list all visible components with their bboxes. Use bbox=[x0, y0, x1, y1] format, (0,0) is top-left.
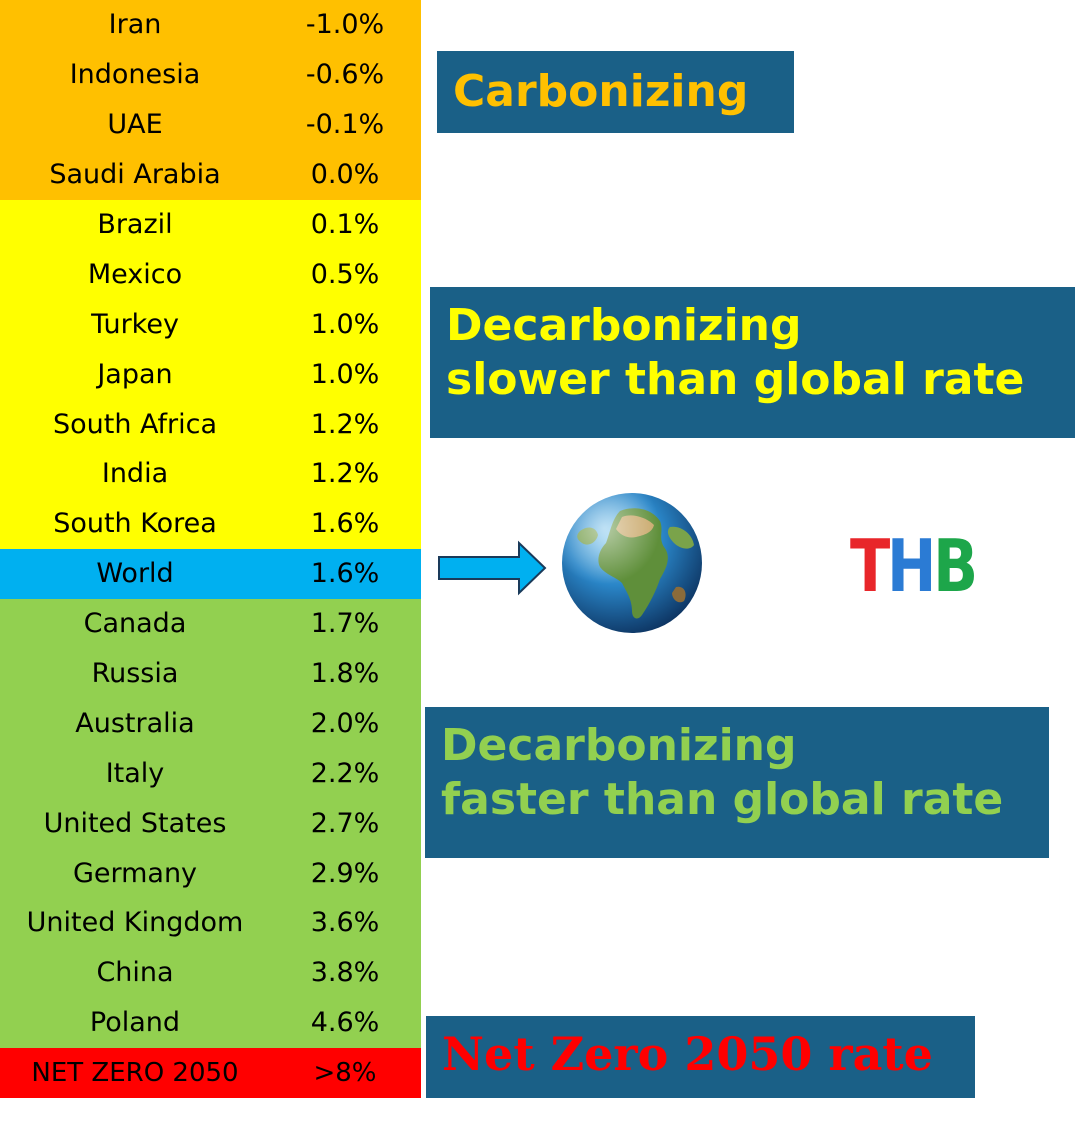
rate-value: 1.0% bbox=[310, 308, 380, 340]
faster-than-global-label: Decarbonizing faster than global rate bbox=[425, 707, 1049, 858]
rate-value: 2.0% bbox=[310, 707, 380, 739]
rate-value: 0.5% bbox=[310, 258, 380, 290]
logo-letter: T bbox=[850, 524, 890, 608]
table-row: Russia 1.8% bbox=[0, 648, 421, 699]
country-name: Germany bbox=[72, 857, 198, 889]
rate-value: 1.8% bbox=[310, 658, 380, 690]
country-name: Canada bbox=[83, 608, 187, 640]
country-name: Mexico bbox=[87, 258, 183, 290]
net-zero-label-text: Net Zero 2050 rate bbox=[442, 1027, 933, 1081]
table-row: NET ZERO 2050 >8% bbox=[0, 1047, 421, 1098]
country-name: Iran bbox=[108, 9, 162, 41]
rate-value: 0.1% bbox=[310, 209, 380, 240]
country-name: UAE bbox=[107, 109, 163, 141]
country-name: Australia bbox=[75, 707, 195, 739]
rates-table: Iran -1.0% Indonesia -0.6% UAE -0.1% Saudi Ara… bbox=[0, 0, 421, 1098]
table-row: World 1.6% bbox=[0, 548, 421, 599]
slower-label-line-1: Decarbonizing bbox=[446, 300, 802, 351]
country-name: South Korea bbox=[53, 508, 217, 540]
rate-value: 3.6% bbox=[310, 907, 380, 939]
country-name: United States bbox=[43, 807, 227, 839]
rate-value: 1.6% bbox=[310, 558, 380, 590]
rate-value: 3.8% bbox=[310, 957, 380, 989]
country-name: China bbox=[96, 957, 174, 989]
rate-value: -0.1% bbox=[305, 109, 385, 141]
country-name: South Africa bbox=[52, 408, 218, 440]
logo-letter: B bbox=[933, 524, 978, 608]
table-row: United States 2.7% bbox=[0, 798, 421, 849]
rate-value: 2.9% bbox=[310, 857, 380, 889]
right-arrow-icon bbox=[438, 540, 547, 596]
country-name: United Kingdom bbox=[26, 907, 244, 939]
rate-value: 2.2% bbox=[310, 757, 380, 789]
table-row: Canada 1.7% bbox=[0, 598, 421, 649]
table-row: Saudi Arabia 0.0% bbox=[0, 149, 421, 200]
rate-value: 0.0% bbox=[310, 159, 380, 191]
rate-value: >8% bbox=[313, 1057, 377, 1088]
faster-label-line-2: faster than global rate bbox=[441, 773, 1004, 825]
table-row: Germany 2.9% bbox=[0, 848, 421, 899]
country-name: Indonesia bbox=[69, 59, 201, 91]
rate-value: 1.6% bbox=[310, 508, 380, 540]
table-row: Brazil 0.1% bbox=[0, 199, 421, 250]
table-row: India 1.2% bbox=[0, 449, 421, 499]
table-row: Australia 2.0% bbox=[0, 698, 421, 749]
country-name: India bbox=[101, 458, 169, 490]
rate-value: 1.2% bbox=[310, 408, 380, 440]
table-row: China 3.8% bbox=[0, 947, 421, 998]
country-name: Russia bbox=[91, 658, 179, 690]
rate-value: 1.7% bbox=[310, 608, 380, 640]
rate-value: 2.7% bbox=[310, 807, 380, 839]
table-row: Poland 4.6% bbox=[0, 997, 421, 1048]
rate-value: -1.0% bbox=[305, 9, 385, 41]
table-row: Turkey 1.0% bbox=[0, 299, 421, 350]
table-row: South Africa 1.2% bbox=[0, 399, 421, 450]
table-row: UAE -0.1% bbox=[0, 99, 421, 150]
rate-value: 4.6% bbox=[310, 1007, 380, 1039]
country-name: Japan bbox=[97, 358, 173, 390]
logo-letter: H bbox=[887, 524, 936, 608]
country-name: NET ZERO 2050 bbox=[31, 1057, 239, 1088]
rate-value: 1.0% bbox=[310, 358, 380, 390]
earth-globe-icon bbox=[562, 493, 702, 633]
faster-label-line-1: Decarbonizing bbox=[441, 720, 797, 771]
slower-label-line-2: slower than global rate bbox=[446, 353, 1025, 405]
carbonizing-label-text: Carbonizing bbox=[453, 66, 749, 117]
net-zero-rate-label: Net Zero 2050 rate bbox=[426, 1016, 975, 1098]
table-row: Iran -1.0% bbox=[0, 0, 421, 50]
slower-than-global-label: Decarbonizing slower than global rate bbox=[430, 287, 1075, 438]
thb-logo: THB bbox=[850, 530, 978, 602]
table-row: Italy 2.2% bbox=[0, 748, 421, 799]
carbonizing-label: Carbonizing bbox=[437, 51, 794, 133]
table-row: Indonesia -0.6% bbox=[0, 49, 421, 100]
country-name: Poland bbox=[89, 1007, 181, 1039]
rate-value: -0.6% bbox=[305, 59, 385, 91]
country-name: Brazil bbox=[97, 209, 173, 240]
table-row: Japan 1.0% bbox=[0, 349, 421, 400]
table-row: Mexico 0.5% bbox=[0, 249, 421, 300]
table-row: United Kingdom 3.6% bbox=[0, 898, 421, 948]
country-name: Saudi Arabia bbox=[49, 159, 221, 191]
country-name: World bbox=[96, 558, 174, 590]
rate-value: 1.2% bbox=[310, 458, 380, 490]
country-name: Italy bbox=[105, 757, 165, 789]
country-name: Turkey bbox=[91, 308, 179, 340]
table-row: South Korea 1.6% bbox=[0, 498, 421, 549]
